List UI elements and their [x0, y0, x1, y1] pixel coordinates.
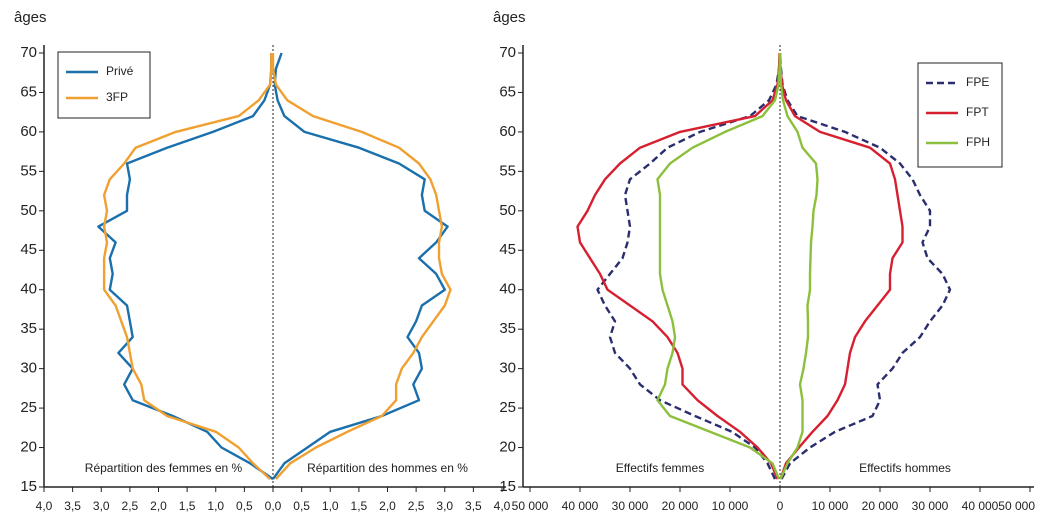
legend-label: FPE [966, 75, 989, 89]
y-tick-label: 15 [499, 478, 516, 495]
legend-label: 3FP [106, 90, 128, 104]
series-line [656, 52, 782, 480]
legend-box [57, 51, 151, 119]
x-tick-label: 3,0 [93, 499, 110, 513]
left-side-label: Répartition des femmes en % [85, 461, 243, 475]
y-tick-label: 50 [20, 202, 37, 219]
x-tick-label: 2,0 [150, 499, 167, 513]
y-tick-label: 35 [499, 320, 516, 337]
x-tick-label: 40 000 [562, 499, 599, 513]
x-tick-label: 4,0 [494, 499, 511, 513]
y-tick-label: 55 [20, 162, 37, 179]
x-tick-label: 30 000 [912, 499, 949, 513]
y-tick-label: 40 [20, 281, 37, 298]
x-tick-label: 3,0 [436, 499, 453, 513]
x-tick-label: 2,5 [122, 499, 139, 513]
x-tick-label: 1,5 [351, 499, 368, 513]
x-tick-label: 10 000 [712, 499, 749, 513]
y-tick-label: 35 [20, 320, 37, 337]
x-tick-label: 4,0 [36, 499, 53, 513]
y-tick-label: 65 [499, 83, 516, 100]
y-tick-label: 60 [499, 123, 516, 140]
x-tick-label: 0,0 [265, 499, 282, 513]
series-line [596, 52, 782, 480]
series-line [102, 53, 273, 480]
x-tick-label: 3,5 [465, 499, 482, 513]
x-tick-label: 0,5 [236, 499, 253, 513]
x-tick-label: 2,0 [379, 499, 396, 513]
x-tick-label: 1,0 [322, 499, 339, 513]
x-tick-label: 10 000 [812, 499, 849, 513]
x-tick-label: 0 [777, 499, 784, 513]
x-tick-label: 1,5 [179, 499, 196, 513]
x-tick-label: 50 000 [512, 499, 549, 513]
series-line [576, 52, 781, 480]
y-tick-label: 40 [499, 281, 516, 298]
y-tick-label: 20 [20, 439, 37, 456]
x-tick-label: 30 000 [612, 499, 649, 513]
x-tick-label: 3,5 [64, 499, 81, 513]
y-tick-label: 30 [499, 360, 516, 377]
x-tick-label: 1,0 [207, 499, 224, 513]
x-tick-label: 20 000 [662, 499, 699, 513]
x-tick-label: 40 000 [962, 499, 999, 513]
series-line [778, 52, 819, 480]
legend-label: FPT [966, 105, 989, 119]
x-tick-label: 20 000 [862, 499, 899, 513]
y-tick-label: 45 [20, 241, 37, 258]
x-tick-label: 50 000 [998, 499, 1035, 513]
y-tick-label: 70 [499, 44, 516, 61]
y-tick-label: 15 [20, 478, 37, 495]
series-line [778, 52, 952, 480]
y-tick-label: 65 [20, 83, 37, 100]
y-tick-label: 50 [499, 202, 516, 219]
series-line [97, 53, 274, 481]
y-tick-label: 30 [20, 360, 37, 377]
legend-box [917, 62, 1003, 168]
y-tick-label: 60 [20, 123, 37, 140]
legend-label: FPH [966, 135, 990, 149]
y-tick-label: 25 [20, 399, 37, 416]
series-line [271, 53, 452, 480]
x-tick-label: 2,5 [408, 499, 425, 513]
y-tick-label: 25 [499, 399, 516, 416]
right-side-label: Répartition des hommes en % [307, 461, 468, 475]
series-line [272, 52, 449, 480]
y-tick-label: 20 [499, 439, 516, 456]
y-tick-label: 70 [20, 44, 37, 61]
series-line [778, 52, 904, 480]
y-tick-label: 45 [499, 241, 516, 258]
right-side-label: Effectifs hommes [859, 461, 951, 475]
legend-label: Privé [106, 64, 134, 78]
y-axis-label: âges [14, 9, 47, 26]
left-side-label: Effectifs femmes [616, 461, 704, 475]
y-axis-label: âges [493, 9, 526, 26]
x-tick-label: 0,5 [293, 499, 310, 513]
y-tick-label: 55 [499, 162, 516, 179]
